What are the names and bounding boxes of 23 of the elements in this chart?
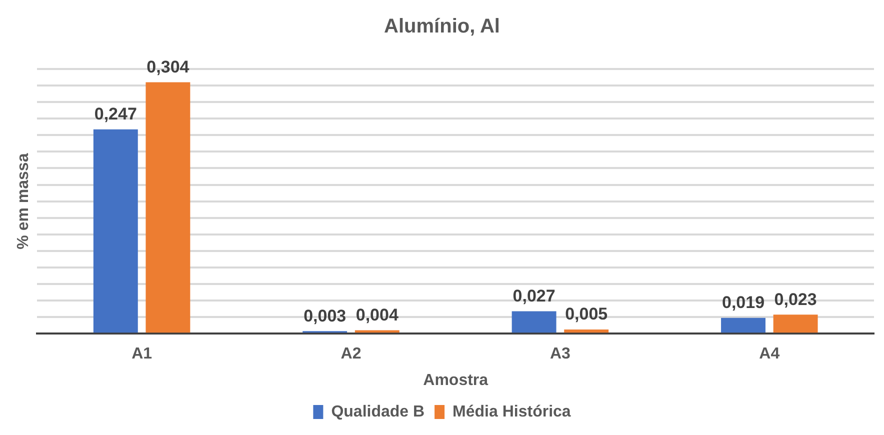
data-label: 0,019 bbox=[722, 293, 765, 312]
data-label: 0,247 bbox=[94, 104, 137, 124]
data-label: 0,027 bbox=[512, 286, 556, 306]
data-label: 0,005 bbox=[565, 304, 608, 324]
bar bbox=[721, 318, 766, 333]
legend-label: Qualidade B bbox=[331, 403, 425, 420]
bar bbox=[512, 311, 556, 333]
data-label: 0,023 bbox=[774, 290, 817, 309]
bar bbox=[773, 314, 818, 333]
bar bbox=[93, 129, 138, 333]
data-label: 0,004 bbox=[356, 305, 399, 324]
bar bbox=[146, 82, 190, 333]
x-tick-label: A1 bbox=[132, 346, 152, 363]
bar bbox=[564, 329, 609, 333]
x-axis-title: Amostra bbox=[423, 372, 488, 389]
x-tick-label: A2 bbox=[340, 346, 362, 363]
x-tick-label: A4 bbox=[759, 346, 780, 363]
data-label: 0,304 bbox=[146, 57, 190, 76]
x-tick-label: A3 bbox=[550, 346, 571, 363]
legend-label: Média Histórica bbox=[452, 403, 571, 420]
chart-title: Alumínio, Al bbox=[384, 16, 500, 38]
data-label: 0,003 bbox=[304, 306, 346, 326]
y-axis-title: % em massa bbox=[15, 153, 32, 250]
